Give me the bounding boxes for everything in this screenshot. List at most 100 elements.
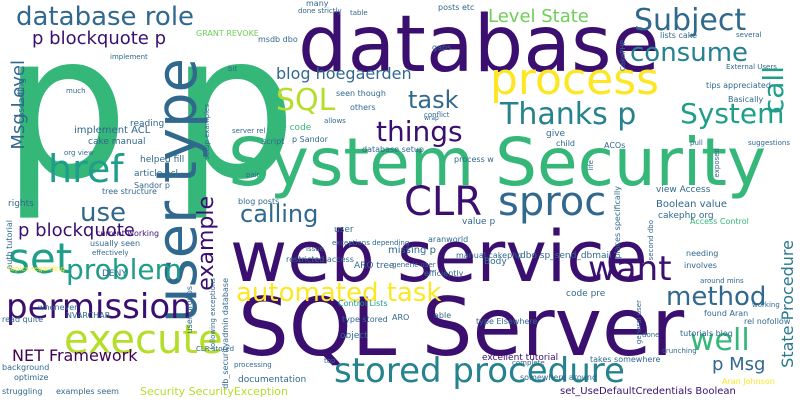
word-clr-stored: CLR stored [196, 345, 235, 353]
word-aro-tree: ARO tree [354, 261, 395, 271]
word-blog-hoegaerden: blog hoegaerden [276, 64, 412, 83]
word-database-setup: database setup [362, 145, 425, 154]
word-crunching: crunching [662, 347, 697, 355]
word-acos: ACOs [604, 141, 626, 150]
word-body: Body [484, 257, 507, 267]
word-several: several [736, 31, 762, 39]
word-article-acl: article acl [134, 169, 179, 179]
word-set-usedefault: set_UseDefaultCredentials Boolean [560, 386, 736, 397]
word-process-w: process w [454, 155, 494, 164]
word-p-large-2: p [170, 0, 297, 224]
word-exceptions-depending: exceptions depending [332, 239, 410, 247]
word-system: System [680, 97, 785, 130]
word-rights: rights [8, 199, 34, 209]
word-security-exception: Security SecurityException [140, 385, 288, 398]
word-level-state: Level State [488, 6, 589, 27]
word-grant-revoke: GRANT REVOKE [196, 29, 259, 38]
word-issue: issue [306, 245, 324, 253]
word-blog-posts: blog posts [238, 197, 280, 206]
word-db-securityadmin: db_securityadmin database [221, 278, 230, 389]
word-process: process [490, 54, 660, 105]
word-following-exceptions: following exceptions [209, 278, 217, 350]
word-implement-acl: implement ACL [74, 125, 151, 136]
word-type-elsewhere: type Elsewhere [476, 317, 538, 326]
word-use: use [80, 198, 127, 228]
word-call: call [757, 66, 790, 115]
word-found-aran: found Aran [704, 309, 749, 318]
word-well: well [690, 323, 750, 358]
word-control-lists: Control Lists [338, 299, 388, 308]
word-topics-regarding: topics regarding [8, 265, 65, 273]
word-access-control: Access Control [690, 217, 749, 226]
word-database-role: database role [16, 2, 195, 32]
word-sql-server: SQL Server [238, 281, 685, 374]
word-needing: needing [686, 249, 719, 258]
word-generic-user: generic user [392, 261, 436, 269]
word-child: child [556, 139, 575, 148]
word-table: table [350, 9, 368, 17]
word-gaps: gaps [432, 43, 452, 52]
word-problem: problem [66, 253, 182, 286]
word-rel-nofollow: rel nofollow [744, 317, 791, 326]
word-pull: pull [690, 139, 703, 147]
word-tips-appreciated: tips appreciated [706, 81, 771, 90]
word-stored-procedure: stored procedure [334, 351, 625, 391]
word-code-pre: code pre [566, 289, 606, 299]
word-view-access: view Access [656, 185, 711, 195]
word-aro: ARO [392, 313, 410, 322]
word-efficiently: efficiently [424, 269, 464, 278]
word-user-groups: user groups [185, 286, 194, 334]
word-involves: involves [684, 261, 717, 270]
word-subject: Subject [634, 3, 747, 38]
word-cakephp: CakePHP [619, 40, 627, 71]
word-p-blockquote-p: p blockquote p [32, 28, 167, 49]
word-net-framework: NET Framework [12, 346, 138, 365]
word-nvarchar: NVARCHAR [66, 311, 111, 320]
word-deny: DENY [102, 269, 127, 279]
word-task: task [408, 86, 459, 114]
word-give: give [546, 129, 566, 139]
word-many: many [306, 0, 329, 8]
word-missing-p: missing p [388, 245, 436, 256]
word-background: background [2, 363, 50, 372]
word-much: much [66, 87, 86, 95]
word-aranworld: aranworld [428, 235, 469, 244]
word-done-strictly: done strictly [298, 7, 342, 15]
word-pre-code: pre code [272, 123, 312, 133]
word-processing: processing [234, 361, 272, 369]
word-server-rel: server rel [232, 127, 266, 135]
word-takes-somewhere: takes somewhere [590, 355, 661, 364]
word-lists-cake: lists cake [660, 31, 698, 40]
word-exposed: exposed [713, 148, 721, 178]
word-read-quite: read quite [2, 315, 43, 324]
word-usually-seen: usually seen [90, 239, 141, 248]
word-optimize: optimize [14, 373, 49, 382]
word-life: life [587, 160, 595, 171]
word-whenever: whenever [38, 303, 78, 312]
word-tree-structure: tree structure [102, 187, 157, 196]
word-able: able [434, 311, 452, 320]
word-implement: implement [110, 53, 148, 61]
word-excellent-tutorial: excellent tutorial [482, 353, 559, 363]
word-top: top [324, 357, 336, 365]
word-allows: allows [324, 117, 346, 125]
word-external-users: External Users [726, 63, 777, 71]
word-sandor-p: Sandor p [134, 181, 170, 190]
word-suggestions: suggestions [748, 139, 790, 147]
word-reading: reading [130, 119, 165, 129]
word-things: things [376, 115, 463, 148]
word-second-dbo: second dbo [647, 220, 655, 261]
word-user: user [334, 225, 354, 235]
word-value-p: value p [462, 217, 496, 227]
word-calling: calling [240, 200, 319, 228]
word-system-security: System Security [228, 124, 767, 201]
word-web-service: web service [230, 216, 648, 298]
word-basically: Basically [728, 95, 764, 104]
word-tutorials-blog: tutorials blog [680, 329, 733, 338]
word-database: database [298, 0, 660, 90]
word-current-working: current working [96, 229, 160, 238]
word-working: working [752, 301, 780, 309]
word-type-stored: type stored [342, 315, 388, 324]
word-boolean-value: Boolean value [656, 199, 727, 210]
